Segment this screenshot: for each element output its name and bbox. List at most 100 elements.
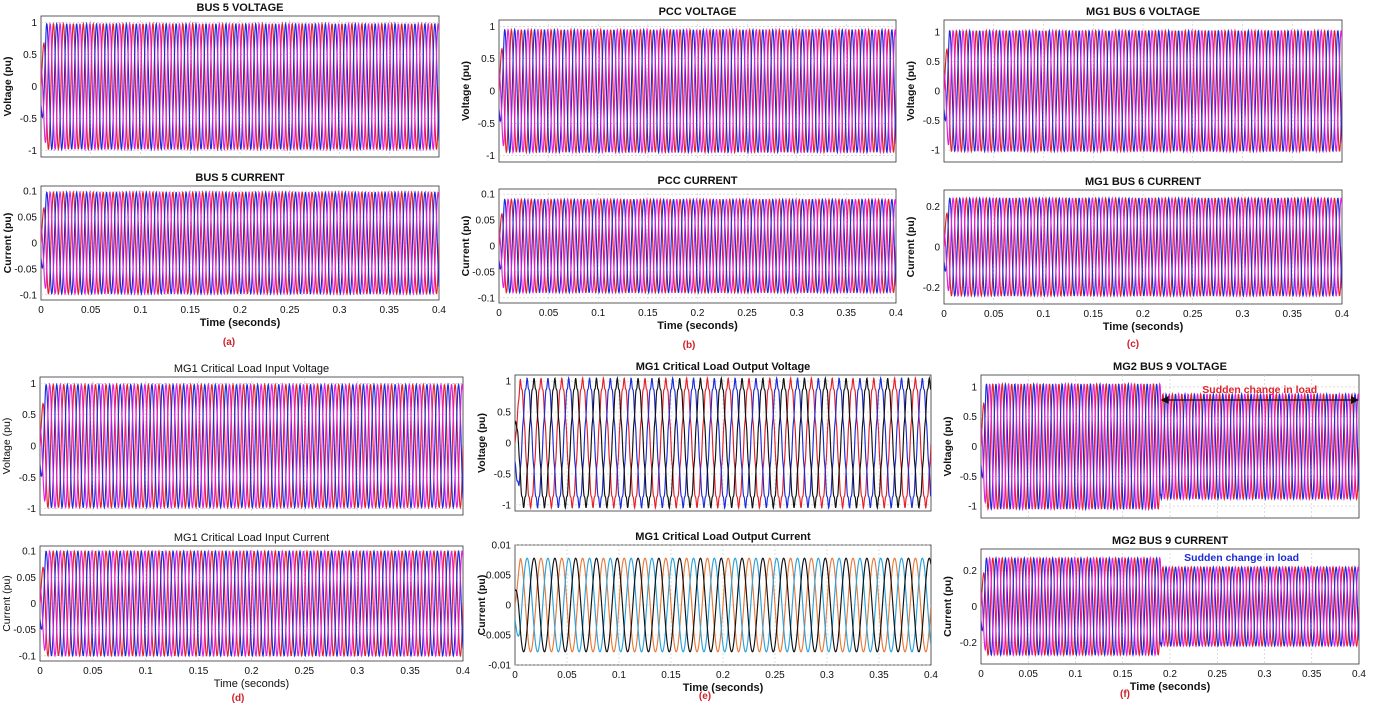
y-tick-label: 0.005 xyxy=(486,571,511,582)
x-tick-label: 0 xyxy=(496,308,502,319)
x-tick-label: 0 xyxy=(978,669,984,680)
y-tick-label: -0.05 xyxy=(472,267,495,278)
chart-title: MG2 BUS 9 VOLTAGE xyxy=(1113,361,1227,373)
annotation-arrow-head-left xyxy=(1160,396,1169,404)
y-axis-label: Current (pu) xyxy=(1,575,13,632)
x-tick-label: 0.2 xyxy=(1163,669,1177,680)
x-tick-label: 0.4 xyxy=(1352,669,1366,680)
series-line-phase-a xyxy=(944,196,1342,298)
x-tick-label: 0.15 xyxy=(638,308,658,319)
y-tick-label: 0.5 xyxy=(481,54,495,65)
chart-title: MG1 Critical Load Input Voltage xyxy=(174,363,329,375)
x-tick-label: 0.25 xyxy=(737,308,757,319)
y-axis-label: Current (pu) xyxy=(942,576,954,637)
y-tick-label: -0.2 xyxy=(960,638,978,649)
x-tick-label: 0.25 xyxy=(295,666,315,677)
series-line-phase-c xyxy=(499,27,896,155)
x-tick-label: 0.35 xyxy=(380,305,400,316)
y-axis-label: Voltage (pu) xyxy=(1,418,13,475)
y-axis-label: Voltage (pu) xyxy=(905,61,917,121)
x-axis-label: Time (seconds) xyxy=(214,678,289,690)
x-tick-label: 0.25 xyxy=(1183,309,1203,320)
y-tick-label: 1 xyxy=(971,382,977,393)
series-line-phase-b xyxy=(944,28,1342,154)
y-axis-label: Voltage (pu) xyxy=(460,61,472,121)
chart-title: BUS 5 VOLTAGE xyxy=(197,2,284,14)
chart-e-current: -0.01 -0.005 0 0.005 0.01 0 0.05 0.1 0.15 0.2 0.25… xyxy=(476,531,938,694)
series-line-phase-b xyxy=(41,21,439,152)
x-axis-label: Time (seconds) xyxy=(1130,681,1211,693)
y-tick-label: 1 xyxy=(489,22,495,33)
y-tick-label: 0.05 xyxy=(476,216,496,227)
y-tick-label: -1 xyxy=(486,151,495,162)
series-line-phase-c xyxy=(41,21,439,152)
x-axis-label: Time (seconds) xyxy=(1103,321,1184,333)
x-tick-label: 0.35 xyxy=(400,666,420,677)
panel-label: (b) xyxy=(683,340,696,351)
y-tick-label: 0.5 xyxy=(963,412,977,423)
series-line-phase-c xyxy=(981,381,1359,512)
y-tick-label: 1 xyxy=(30,379,36,390)
y-tick-label: -0.5 xyxy=(478,119,496,130)
y-tick-label: -1 xyxy=(27,504,36,515)
annotation-text: Sudden change in load xyxy=(1184,552,1299,564)
series-line-phase-c xyxy=(944,28,1342,154)
panel-label: (e) xyxy=(699,691,711,702)
annotation-text: Sudden change in load xyxy=(1202,384,1317,396)
chart-title: BUS 5 CURRENT xyxy=(195,172,285,184)
series-line-phase-a xyxy=(981,381,1359,512)
series-line-phase-a xyxy=(499,197,896,295)
series-line-phase-c xyxy=(515,557,931,653)
panel-label: (f) xyxy=(1120,689,1130,700)
y-tick-label: 0 xyxy=(489,87,495,98)
x-tick-label: 0.15 xyxy=(181,305,201,316)
x-tick-label: 0 xyxy=(512,670,518,681)
chart-d-current: -0.1 -0.05 0 0.05 0.1 0 0.05 0.1 0.15 0.2 0.25 0.3 0… xyxy=(1,532,470,690)
y-axis-label: Current (pu) xyxy=(476,575,488,636)
x-tick-label: 0.1 xyxy=(1037,309,1051,320)
x-tick-label: 0.2 xyxy=(691,308,705,319)
x-tick-label: 0.3 xyxy=(1258,669,1272,680)
y-axis-label: Current (pu) xyxy=(905,217,917,278)
y-tick-label: -0.5 xyxy=(960,472,978,483)
series-line-phase-b xyxy=(40,549,463,658)
chart-f-current: -0.2 0 0.2 0 0.05 0.1 0.15 0.2 0.25 0.3 0.35 0.4 MG2… xyxy=(942,535,1366,693)
series-line-phase-c xyxy=(981,555,1359,658)
y-tick-label: 0.1 xyxy=(481,190,495,201)
series-line-phase-c xyxy=(40,382,463,510)
chart-e-voltage: -1 -0.5 0 0.5 1 MG1 Critical Load Output Volt… xyxy=(476,361,932,512)
panel-label: (a) xyxy=(223,337,235,348)
chart-title: MG1 BUS 6 VOLTAGE xyxy=(1086,6,1200,18)
x-tick-label: 0.05 xyxy=(83,666,103,677)
x-tick-label: 0.25 xyxy=(765,670,785,681)
series-line-phase-b xyxy=(515,375,931,511)
x-tick-label: 0.2 xyxy=(1136,309,1150,320)
chart-title: PCC CURRENT xyxy=(657,175,737,187)
x-tick-label: 0.3 xyxy=(1236,309,1250,320)
panel-label: (c) xyxy=(1127,339,1139,350)
y-axis-label: Voltage (pu) xyxy=(476,413,488,473)
series-line-phase-c xyxy=(499,197,896,295)
y-tick-label: -0.05 xyxy=(13,625,36,636)
chart-title: MG1 Critical Load Output Current xyxy=(635,531,811,543)
y-tick-label: 0 xyxy=(934,243,940,254)
chart-title: MG1 Critical Load Input Current xyxy=(174,532,329,544)
y-tick-label: 0 xyxy=(489,242,495,253)
x-tick-label: 0.25 xyxy=(1208,669,1228,680)
chart-title: MG1 BUS 6 CURRENT xyxy=(1085,176,1201,188)
chart-title: MG2 BUS 9 CURRENT xyxy=(1112,535,1228,547)
y-tick-label: -1 xyxy=(28,146,37,157)
series-line-phase-a xyxy=(944,28,1342,154)
y-tick-label: 0 xyxy=(505,439,511,450)
y-axis-label: Current (pu) xyxy=(460,216,472,277)
y-tick-label: -0.2 xyxy=(923,283,941,294)
x-axis-label: Time (seconds) xyxy=(683,682,764,694)
x-tick-label: 0.15 xyxy=(1113,669,1133,680)
series-line-phase-b xyxy=(499,27,896,155)
y-tick-label: 0.5 xyxy=(497,408,511,419)
x-tick-label: 0.1 xyxy=(139,666,153,677)
series-line-phase-a xyxy=(499,27,896,155)
y-tick-label: -0.01 xyxy=(488,661,511,672)
y-tick-label: -0.5 xyxy=(19,473,37,484)
